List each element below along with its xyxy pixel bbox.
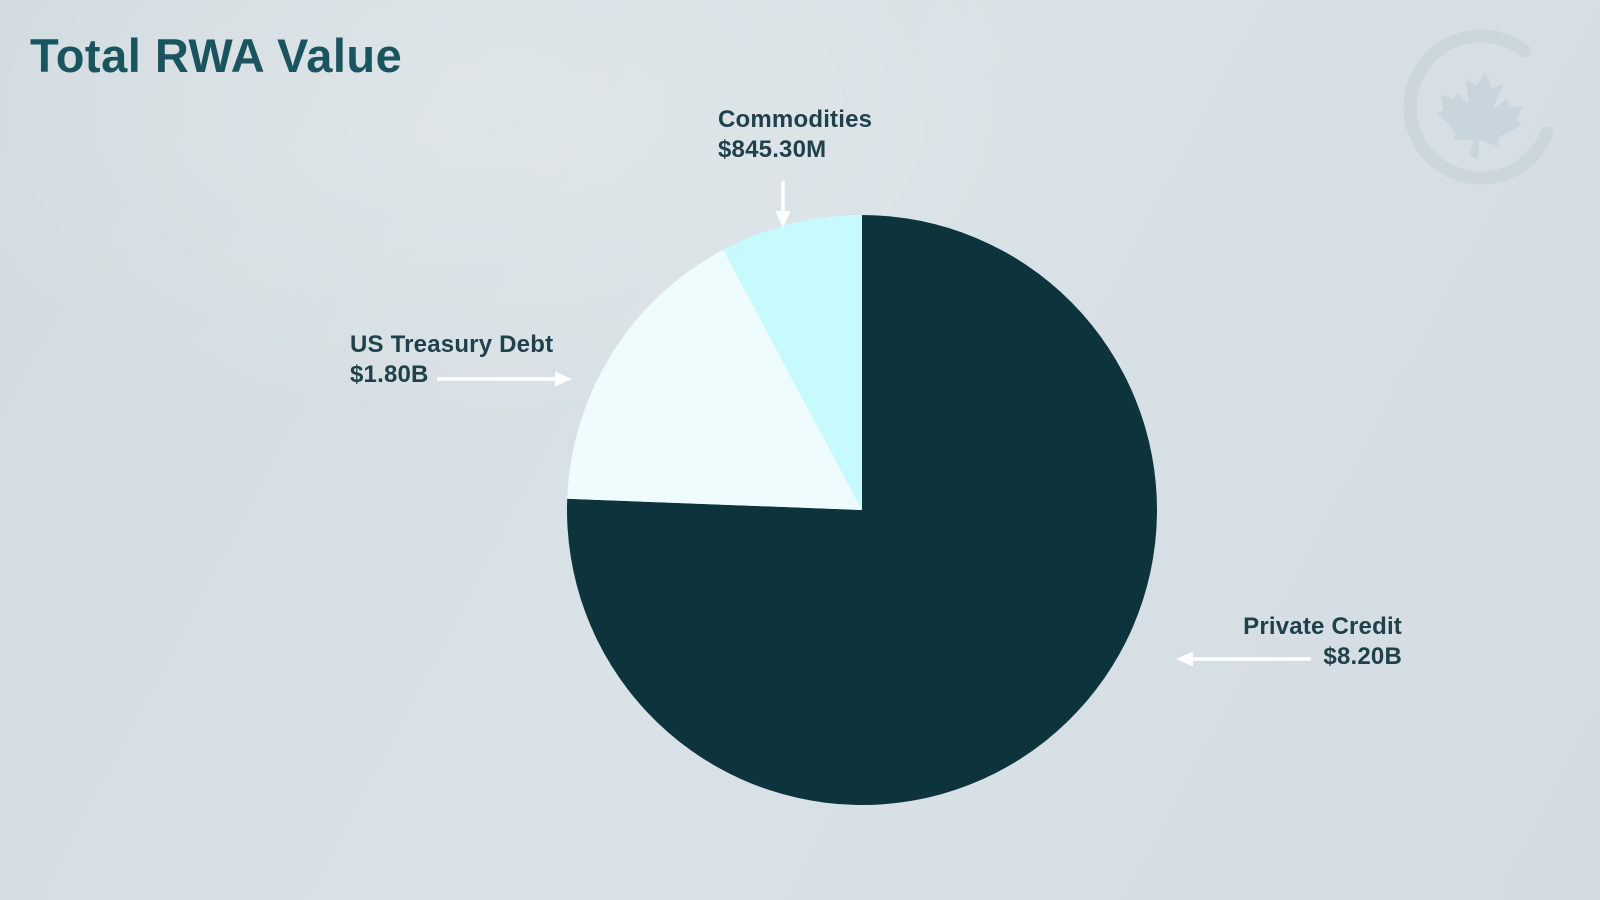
maple-leaf-icon: [1436, 72, 1523, 159]
segment-label: Commodities: [718, 106, 873, 133]
private-credit-pointer-arrow: [1176, 651, 1311, 667]
pie-segment-private-credit: [567, 215, 1157, 805]
segment-value: $845.30M: [718, 136, 827, 163]
segment-value: $8.20B: [1323, 643, 1402, 670]
pie-segment-us-treasury-debt: [567, 249, 862, 511]
segment-value: $1.80B: [350, 361, 429, 388]
rwa-pie-chart: [567, 215, 1157, 805]
pie-segment-commodities: [723, 215, 862, 510]
us-treasury-pointer-arrow: [437, 371, 572, 387]
callout-private-credit: Private Credit $8.20B: [1243, 612, 1402, 672]
logo-circle-swoosh: [1403, 29, 1559, 185]
maple-leaf-logo-watermark: [1403, 29, 1559, 185]
page-title: Total RWA Value: [30, 29, 403, 82]
commodities-pointer-arrow: [775, 181, 791, 228]
callout-us-treasury-debt: US Treasury Debt $1.80B: [350, 330, 553, 390]
callout-commodities: Commodities $845.30M: [718, 105, 872, 165]
segment-label: Private Credit: [1243, 613, 1402, 640]
segment-label: US Treasury Debt: [350, 331, 554, 358]
